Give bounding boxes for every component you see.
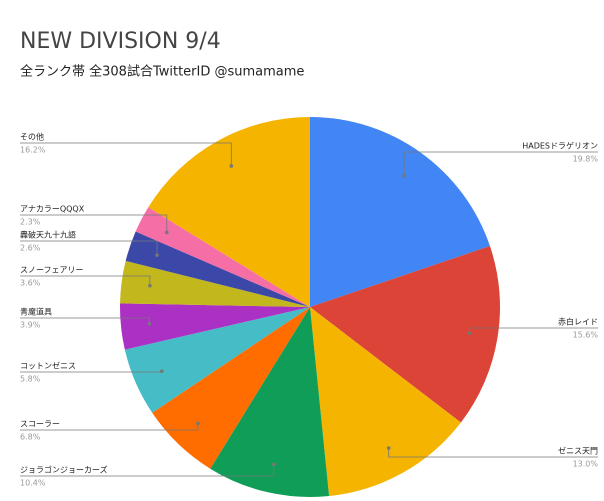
leader-line	[388, 448, 598, 458]
slice-label: 赤白レイド	[558, 317, 598, 327]
leader-line	[20, 142, 232, 166]
leader-dot	[229, 164, 234, 168]
slice-value-label: 5.8%	[20, 375, 41, 384]
leader-dot	[159, 369, 164, 373]
slice-value-label: 10.4%	[20, 479, 46, 488]
pie-slice	[310, 307, 461, 497]
leader-line	[20, 240, 158, 256]
leader-dot	[147, 321, 152, 326]
pie-slice	[124, 307, 310, 413]
chart-title: NEW DIVISION 9/4	[20, 29, 221, 54]
slice-label: アナカラーQQQX	[20, 205, 85, 214]
leader-dot	[402, 173, 406, 178]
leader-line	[403, 151, 598, 176]
leader-line	[20, 317, 150, 324]
slice-value-label: 13.0%	[573, 460, 599, 469]
slice-value-label: 15.6%	[573, 331, 599, 340]
pie-slice	[210, 307, 330, 497]
slice-label: ジョラゴンジョーカーズ	[20, 465, 108, 475]
pie-slice	[120, 260, 310, 307]
slice-label: その他	[20, 132, 44, 142]
slice-value-label: 3.9%	[20, 321, 41, 330]
slice-label: スノーフェアリー	[20, 266, 84, 275]
pie-slice	[152, 307, 310, 469]
slice-value-label: 19.8%	[573, 155, 599, 164]
leader-line	[20, 464, 275, 477]
slice-value-label: 3.6%	[20, 279, 41, 288]
pie-slice	[310, 246, 501, 423]
slice-label: コットンゼニス	[20, 361, 76, 371]
chart-subtitle: 全ランク帯 全308試合TwitterID @sumamame	[20, 64, 304, 80]
slice-value-label: 16.2%	[20, 146, 46, 155]
slice-label: 青魔道具	[20, 307, 52, 317]
slice-label: スコーラー	[20, 420, 60, 429]
leader-dot	[467, 331, 472, 336]
leader-dot	[386, 446, 391, 450]
slice-value-label: 6.8%	[20, 433, 41, 442]
leader-line	[20, 214, 168, 233]
leader-dot	[148, 283, 152, 288]
slice-label: ゼニス天門	[558, 446, 598, 456]
slice-label: 轟破天九十九語	[20, 230, 76, 240]
pie-slice	[148, 117, 310, 307]
slice-label: HADESドラゲリオン	[522, 141, 598, 151]
leader-dot	[196, 421, 200, 426]
leader-line	[20, 423, 199, 431]
pie-slice	[135, 207, 310, 307]
slice-value-label: 2.6%	[20, 244, 41, 253]
leader-line	[20, 275, 151, 286]
pie-slice	[125, 231, 310, 307]
leader-dot	[155, 253, 159, 257]
leader-dot	[164, 230, 169, 235]
slice-value-label: 2.3%	[20, 218, 41, 227]
pie-slice	[120, 303, 311, 350]
leader-dot	[271, 462, 276, 467]
pie-slice	[310, 117, 490, 307]
